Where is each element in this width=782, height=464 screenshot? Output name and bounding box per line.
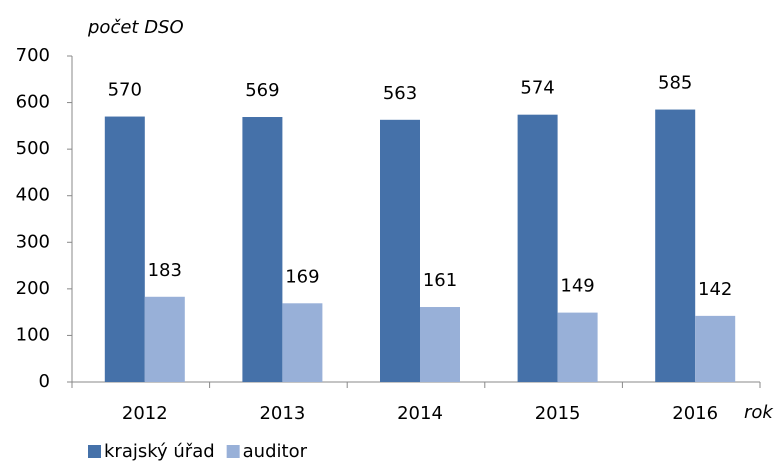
legend-swatch: [88, 445, 101, 458]
bar: [144, 296, 185, 382]
value-label: 585: [658, 73, 692, 94]
legend-label: krajský úřad: [104, 441, 215, 462]
y-tick-label: 100: [16, 324, 50, 345]
value-label: 169: [285, 266, 319, 287]
y-tick-label: 0: [39, 371, 50, 392]
bar: [557, 312, 598, 382]
y-tick-label: 200: [16, 278, 50, 299]
y-tick-label: 500: [16, 138, 50, 159]
y-tick-label: 300: [16, 231, 50, 252]
bar: [695, 315, 736, 382]
x-tick-label: 2016: [672, 403, 718, 424]
legend-swatch: [226, 445, 240, 458]
bar: [655, 109, 696, 383]
y-axis-label: počet DSO: [87, 17, 184, 38]
bar: [380, 119, 420, 382]
x-tick-label: 2014: [397, 403, 443, 424]
y-tick-label: 400: [16, 185, 50, 206]
legend-label: auditor: [243, 441, 308, 462]
x-tick-label: 2012: [122, 403, 168, 424]
y-tick-label: 600: [16, 92, 50, 113]
value-label: 161: [423, 270, 457, 291]
bar: [104, 116, 145, 383]
value-label: 563: [383, 83, 417, 104]
bar: [517, 114, 558, 383]
value-label: 570: [108, 80, 142, 101]
value-label: 574: [520, 78, 554, 99]
value-label: 142: [698, 279, 732, 300]
bar: [420, 307, 460, 382]
x-axis-label: rok: [744, 402, 774, 423]
bar: [282, 303, 323, 382]
y-tick-label: 700: [16, 45, 50, 66]
x-tick-label: 2015: [535, 403, 581, 424]
x-tick-label: 2013: [259, 403, 305, 424]
value-label: 149: [560, 276, 594, 297]
value-label: 569: [245, 80, 279, 101]
value-label: 183: [148, 260, 182, 281]
bar: [242, 117, 283, 382]
